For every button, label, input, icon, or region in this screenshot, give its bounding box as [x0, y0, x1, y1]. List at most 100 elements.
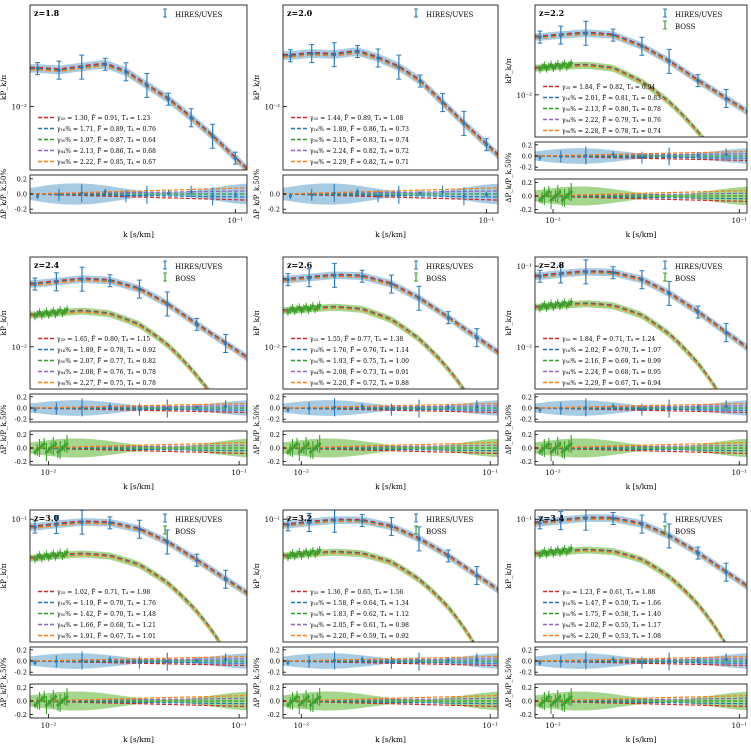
boss-point — [290, 551, 295, 555]
ratio-y-axis-label: ΔP_k/P_k,50% — [505, 404, 513, 454]
ratio-band — [283, 691, 498, 711]
boss-point — [549, 63, 553, 67]
boss-point — [53, 555, 58, 559]
hires-point — [195, 322, 199, 327]
hires-point — [376, 56, 380, 60]
boss-point — [538, 67, 542, 71]
ratio-point — [165, 407, 169, 411]
ratio-line-0 — [534, 700, 748, 708]
ratio-y-tick-label: 0.0 — [522, 193, 532, 201]
boss-model-band — [535, 546, 727, 642]
boss-point — [549, 548, 553, 552]
ratio-point — [565, 699, 569, 703]
boss-point — [565, 304, 569, 308]
boss-point — [315, 550, 320, 554]
boss-model-band — [535, 61, 705, 137]
ratio-point — [295, 442, 299, 446]
ratio-point — [551, 701, 555, 705]
boss-point — [560, 63, 564, 67]
boss-point — [562, 300, 567, 304]
legend-hires-label: HIRES/UVES — [426, 263, 473, 271]
boss-model-line-4 — [535, 304, 717, 389]
hires-point — [195, 558, 199, 563]
hires-point — [165, 302, 170, 306]
ratio-point — [560, 703, 564, 707]
boss-point — [35, 555, 39, 559]
x-axis-label: k [s/km] — [123, 482, 154, 491]
ratio-band — [283, 183, 498, 205]
ratio-point — [49, 699, 53, 703]
hires-point — [696, 78, 700, 83]
ratio-y-tick-label: 0.0 — [17, 191, 27, 199]
ratio-panel-hires: 0.2 0.0 -0.2 — [14, 646, 248, 677]
ratio-point — [333, 405, 337, 409]
legend-quantile-label-2: γ₅₀% = 2.13, F̄ = 0.80, T₄ = 0.78 — [562, 106, 661, 113]
boss-point — [547, 550, 551, 554]
ratio-point — [562, 701, 566, 705]
x-tick-label: 10⁻¹ — [228, 217, 244, 225]
ratio-point — [309, 703, 313, 707]
subplot-8: z=3.4 HIRES/UVES BOSS γ₂₅ = 1.23, F̄ = 0.61… — [504, 509, 748, 744]
ratio-point — [559, 155, 563, 159]
boss-point — [293, 309, 297, 313]
main-plot-area — [30, 54, 247, 170]
hires-point — [307, 520, 311, 525]
boss-point — [547, 304, 551, 308]
boss-point — [42, 554, 46, 558]
ratio-line-4 — [534, 402, 748, 409]
y-tick-label: 10⁻² — [517, 344, 533, 352]
subplot-1: z=2.0 HIRES/UVES γ₂₅ = 1.44, F̄ = 0.89, T₄… — [252, 4, 499, 239]
boss-point — [293, 554, 297, 558]
boss-point — [553, 64, 558, 68]
ratio-point — [667, 155, 671, 159]
ratio-point — [304, 444, 308, 448]
panel-title: z=2.6 — [287, 260, 313, 270]
main-axes-frame — [29, 256, 248, 390]
ratio-y-tick-label: 0.2 — [270, 684, 280, 692]
ratio-band — [283, 400, 498, 416]
ratio-line-4 — [29, 694, 248, 702]
ratio-point — [584, 405, 588, 409]
ratio-point — [559, 660, 563, 664]
ratio-point — [288, 194, 292, 198]
hires-model-band — [535, 514, 747, 591]
hires-point — [611, 516, 615, 521]
boss-point — [42, 311, 46, 316]
boss-model-band — [283, 548, 476, 642]
hires-point — [640, 277, 644, 282]
legend-hires-label: HIRES/UVES — [175, 11, 222, 19]
ratio-point — [54, 695, 58, 699]
boss-point — [306, 308, 310, 312]
ratio-line-1 — [534, 700, 748, 705]
ratio-y-tick-label: 0.2 — [17, 393, 27, 401]
ratio-point — [108, 657, 112, 661]
boss-point — [304, 549, 308, 554]
boss-point — [553, 303, 558, 307]
ratio-panel-boss: 0.2 0.0 -0.2 — [519, 178, 748, 214]
hires-model-band — [30, 518, 247, 598]
boss-point — [558, 551, 562, 555]
boss-point — [556, 301, 560, 305]
legend-quantile-label-4: γ₉₈% = 2.20, F̄ = 0.72, T₄ = 0.88 — [310, 380, 409, 387]
x-tick-label: 10⁻² — [41, 469, 57, 477]
ratio-band — [283, 653, 498, 669]
main-axes-frame — [282, 509, 499, 643]
x-tick-label: 10⁻² — [545, 217, 561, 225]
legend-quantile-label-1: γ₁₆% = 1.89, F̄ = 0.78, T₄ = 0.92 — [57, 347, 156, 354]
ratio-point — [195, 405, 199, 409]
legend-quantile-label-1: γ₁₆% = 1.58, F̄ = 0.64, T₄ = 1.34 — [310, 600, 409, 607]
ratio-y-tick-label: 0.2 — [270, 431, 280, 439]
ratio-y-tick-label: -0.2 — [519, 669, 532, 677]
ratio-y-tick-label: 0.0 — [270, 698, 280, 706]
ratio-y-tick-label: -0.2 — [14, 711, 27, 719]
ratio-point — [446, 658, 450, 662]
ratio-point — [545, 444, 549, 448]
ratio-point — [417, 407, 421, 411]
hires-point — [724, 570, 728, 575]
ratio-y-tick-label: 0.0 — [270, 405, 280, 413]
hires-point — [584, 31, 588, 36]
legend-hires-label: HIRES/UVES — [675, 516, 722, 524]
panel-title: z=2.4 — [34, 260, 60, 270]
ratio-y-tick-label: 0.2 — [17, 431, 27, 439]
hires-point — [332, 273, 337, 278]
